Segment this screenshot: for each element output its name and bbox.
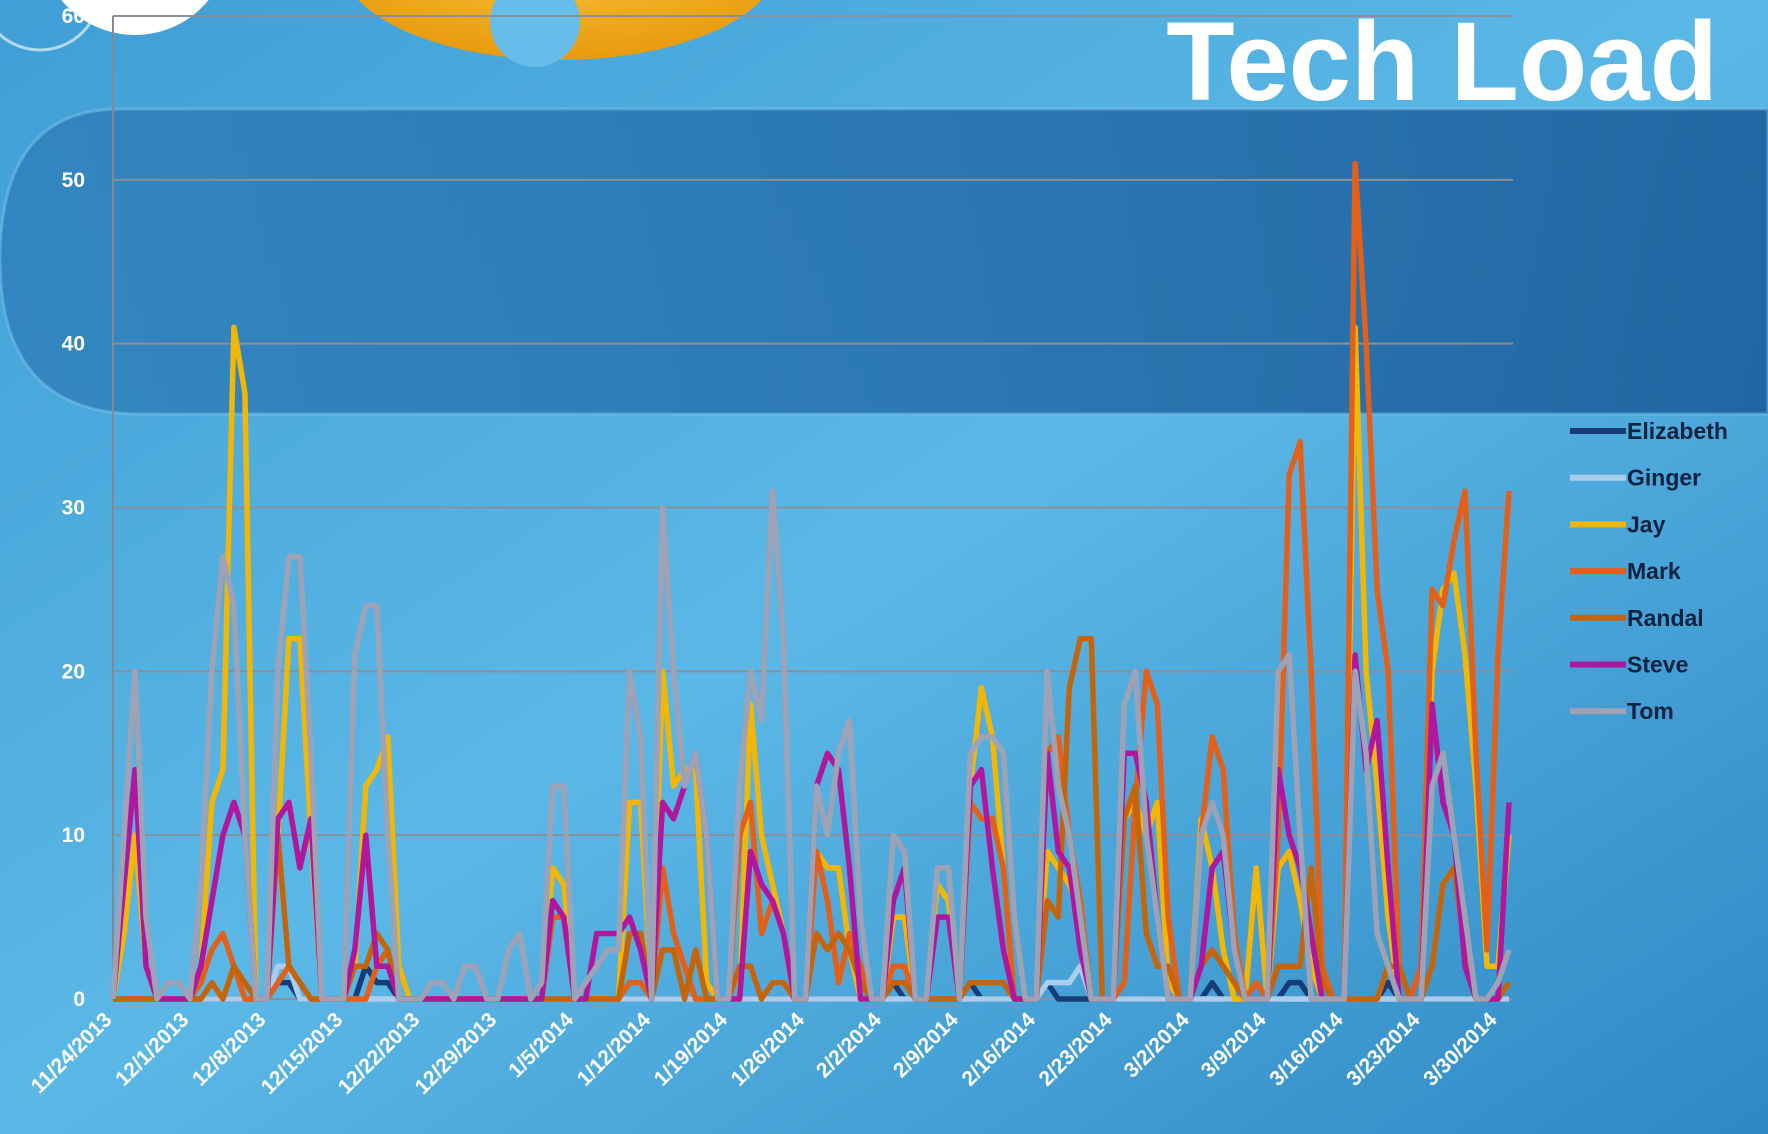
y-tick-label: 10 [62, 824, 85, 847]
page: 0102030405060 11/24/201312/1/201312/8/20… [0, 0, 1768, 1134]
legend-label: Ginger [1627, 465, 1701, 491]
legend-label: Jay [1627, 511, 1666, 537]
y-tick-label: 60 [62, 5, 85, 28]
legend-label: Randal [1627, 605, 1704, 631]
chart: 0102030405060 11/24/201312/1/201312/8/20… [0, 0, 1768, 1134]
y-tick-label: 30 [62, 497, 85, 520]
legend-label: Elizabeth [1627, 418, 1728, 444]
chart-title: Tech Load [1166, 0, 1718, 124]
decor-band [0, 109, 1768, 414]
legend-label: Steve [1627, 652, 1688, 678]
y-tick-label: 0 [73, 988, 85, 1011]
y-tick-label: 50 [62, 169, 85, 192]
legend-label: Mark [1627, 558, 1681, 584]
legend-label: Tom [1627, 698, 1674, 724]
y-tick-label: 40 [62, 333, 85, 356]
y-tick-label: 20 [62, 660, 85, 683]
